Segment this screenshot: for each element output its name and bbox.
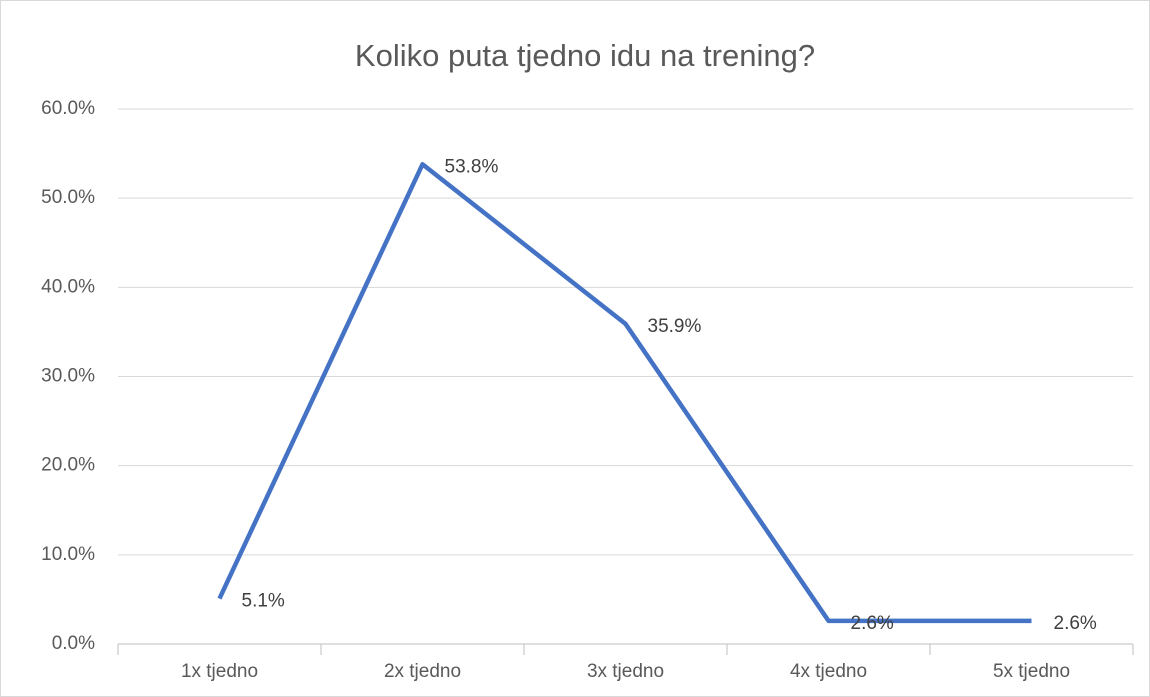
y-tick-label: 50.0%	[41, 187, 95, 208]
x-tick-label: 4x tjedno	[790, 661, 867, 682]
y-tick-label: 30.0%	[41, 366, 95, 387]
data-line	[217, 162, 1032, 624]
y-tick-label: 60.0%	[41, 98, 95, 119]
data-label: 2.6%	[1054, 613, 1097, 634]
y-tick-label: 20.0%	[41, 455, 95, 476]
data-label: 53.8%	[445, 156, 499, 177]
x-tick-label: 2x tjedno	[384, 661, 461, 682]
data-label: 2.6%	[851, 613, 894, 634]
x-tick-label: 3x tjedno	[587, 661, 664, 682]
y-tick-label: 0.0%	[52, 633, 95, 654]
chart-title: Koliko puta tjedno idu na trening?	[355, 38, 815, 73]
data-label: 5.1%	[242, 591, 285, 612]
x-tick-label: 5x tjedno	[993, 661, 1070, 682]
x-tick-label: 1x tjedno	[181, 661, 258, 682]
y-tick-label: 40.0%	[41, 276, 95, 297]
data-label: 35.9%	[648, 316, 702, 337]
y-tick-label: 10.0%	[41, 544, 95, 565]
